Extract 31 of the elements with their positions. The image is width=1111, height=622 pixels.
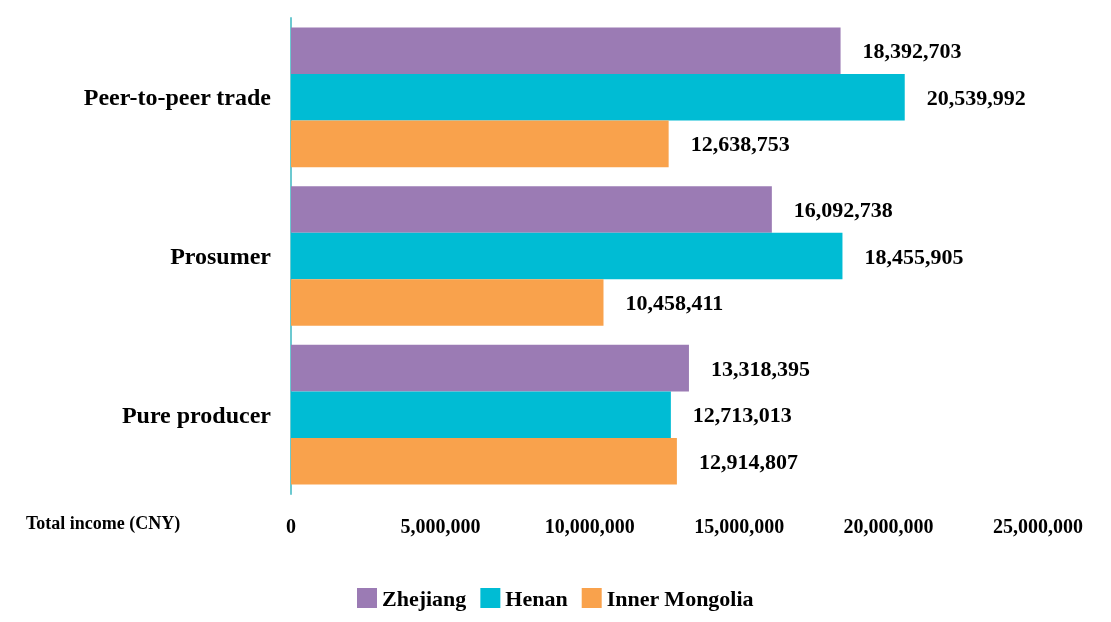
- bar: [291, 186, 772, 233]
- bar: [291, 120, 669, 168]
- x-tick-label: 0: [286, 515, 296, 537]
- bar: [291, 27, 841, 75]
- y-tick-label: Prosumer: [170, 243, 272, 269]
- x-tick-label: 20,000,000: [843, 515, 934, 537]
- x-tick-label: 25,000,000: [993, 515, 1083, 537]
- bar: [291, 232, 843, 280]
- x-tick-label: 10,000,000: [544, 515, 635, 537]
- bar: [291, 74, 905, 121]
- y-tick-label: Pure producer: [121, 401, 272, 428]
- x-axis-title: Total income (CNY): [26, 513, 181, 534]
- data-label: 20,539,992: [926, 84, 1026, 110]
- legend-label: Inner Mongolia: [606, 585, 754, 611]
- legend-label: Henan: [505, 585, 568, 611]
- data-label: 12,914,807: [698, 448, 798, 474]
- data-label: 13,318,395: [710, 355, 810, 381]
- bar: [291, 437, 677, 485]
- y-tick-label: Peer-to-peer trade: [83, 84, 272, 111]
- x-tick-label: 15,000,000: [694, 515, 785, 537]
- data-label: 10,458,411: [625, 290, 724, 316]
- bar: [291, 279, 604, 326]
- data-label: 16,092,738: [793, 196, 893, 222]
- data-label: 12,638,753: [690, 131, 790, 157]
- x-tick-label: 5,000,000: [400, 515, 481, 537]
- legend-label: Zhejiang: [382, 585, 467, 611]
- bar: [291, 391, 671, 438]
- data-label: 18,455,905: [864, 243, 964, 269]
- data-label: 18,392,703: [862, 38, 962, 64]
- data-label: 12,713,013: [692, 402, 792, 428]
- bar: [291, 344, 689, 392]
